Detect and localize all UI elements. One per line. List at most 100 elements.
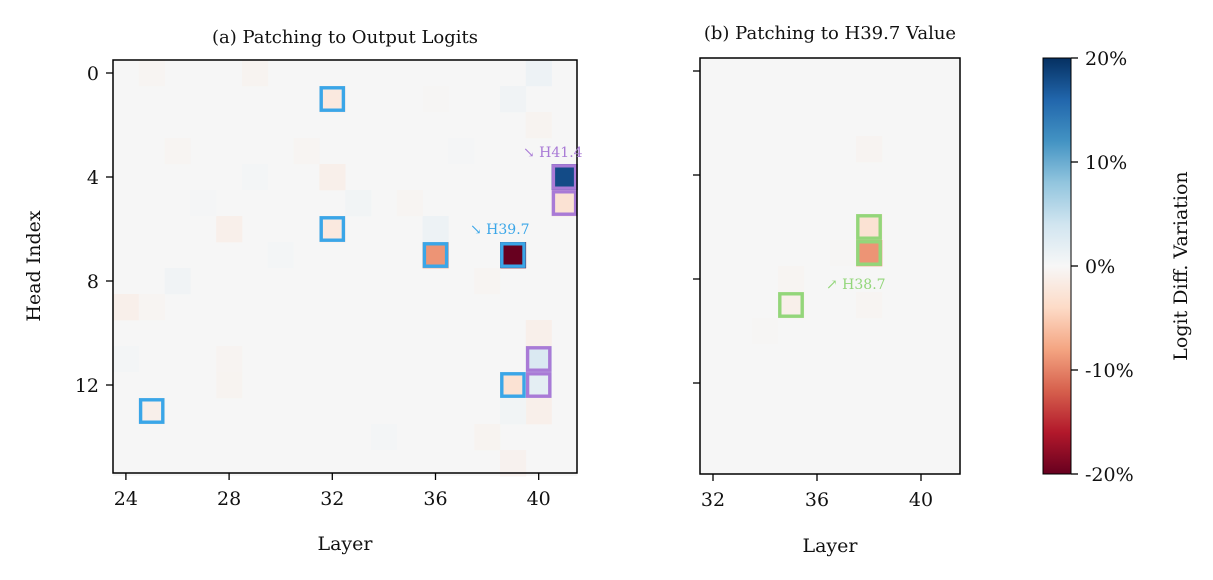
heatmap-cell bbox=[500, 450, 527, 477]
heatmap-cell bbox=[216, 346, 243, 373]
heatmap-cell bbox=[856, 136, 883, 163]
heatmap-cell bbox=[500, 398, 527, 425]
panel-b-title: (b) Patching to H39.7 Value bbox=[704, 23, 956, 44]
panel-b-cells bbox=[752, 136, 883, 345]
heatmap-cell bbox=[396, 190, 423, 217]
x-tick-label: 32 bbox=[320, 488, 344, 510]
colorbar-tick-label: 20% bbox=[1085, 48, 1127, 70]
heatmap-cell bbox=[551, 164, 578, 191]
panel-b-y-ticks bbox=[693, 70, 700, 384]
colorbar-tick-label: -20% bbox=[1085, 464, 1134, 486]
heatmap-cell bbox=[422, 86, 449, 113]
colorbar-tick-label: 0% bbox=[1085, 256, 1115, 278]
highlight-box-blue bbox=[500, 242, 526, 268]
x-tick-label: 36 bbox=[423, 488, 447, 510]
x-tick-label: 24 bbox=[114, 488, 138, 510]
heatmap-cell bbox=[113, 346, 140, 373]
panel-a-title: (a) Patching to Output Logits bbox=[212, 27, 478, 48]
heatmap-cell bbox=[500, 372, 527, 399]
colorbar-label: Logit Diff. Variation bbox=[1170, 171, 1192, 360]
heatmap-cell bbox=[778, 292, 805, 319]
highlight-box-green bbox=[856, 214, 882, 240]
heatmap-cell bbox=[525, 346, 552, 373]
heatmap-cell bbox=[830, 240, 857, 267]
heatmap-cell bbox=[319, 86, 346, 113]
annotation-h41-4: ↘ H41.4 bbox=[523, 145, 583, 161]
heatmap-cell bbox=[242, 164, 269, 191]
x-tick-label: 36 bbox=[805, 489, 829, 511]
heatmap-cell bbox=[293, 138, 320, 165]
highlight-box-green bbox=[778, 292, 804, 318]
heatmap-cell bbox=[216, 372, 243, 399]
heatmap-cell bbox=[525, 112, 552, 139]
heatmap-cell bbox=[138, 294, 165, 321]
heatmap-cell bbox=[752, 318, 779, 345]
heatmap-cell bbox=[422, 216, 449, 243]
y-tick-label: 8 bbox=[87, 271, 99, 293]
highlight-box-blue bbox=[138, 398, 165, 424]
heatmap-cell bbox=[113, 294, 140, 321]
colorbar-tick-label: 10% bbox=[1085, 152, 1127, 174]
highlight-box-blue bbox=[422, 242, 449, 268]
heatmap-cell bbox=[319, 216, 346, 243]
heatmap-cell bbox=[551, 190, 578, 217]
heatmap-cell bbox=[856, 214, 883, 241]
x-tick-label: 40 bbox=[527, 488, 551, 510]
heatmap-cell bbox=[242, 60, 269, 87]
panel-b-x-ticks: 32 36 40 bbox=[701, 474, 933, 511]
panel-b-highlights bbox=[778, 214, 882, 318]
heatmap-cell bbox=[500, 86, 527, 113]
panel-b-frame bbox=[699, 57, 961, 475]
heatmap-cell bbox=[448, 138, 475, 165]
highlight-box-purple bbox=[525, 346, 552, 372]
heatmap-cell bbox=[500, 242, 527, 269]
highlight-box-purple bbox=[551, 164, 578, 190]
heatmap-cell bbox=[138, 60, 165, 87]
heatmap-cell bbox=[319, 164, 346, 191]
annotation-h39-7: ↘ H39.7 bbox=[470, 222, 530, 238]
panel-b: (b) Patching to H39.7 Value 32 36 40 Layer… bbox=[693, 23, 961, 557]
heatmap-cell bbox=[164, 268, 191, 295]
heatmap-cell bbox=[422, 242, 449, 269]
heatmap-cell bbox=[371, 424, 398, 451]
colorbar-ticks: 20% 10% 0% -10% -20% bbox=[1071, 48, 1134, 486]
heatmap-cell bbox=[525, 398, 552, 425]
panel-a: (a) Patching to Output Logits 24 28 32 36 40… bbox=[23, 27, 583, 555]
highlight-box-green bbox=[856, 240, 882, 266]
x-tick-label: 32 bbox=[701, 489, 725, 511]
annotation-h38-7: ↗ H38.7 bbox=[826, 277, 886, 293]
panel-a-frame bbox=[112, 59, 578, 474]
heatmap-cell bbox=[216, 216, 243, 243]
heatmap-cell bbox=[267, 242, 294, 269]
panel-a-y-ticks: 0 4 8 12 bbox=[75, 63, 113, 397]
heatmap-cell bbox=[525, 60, 552, 87]
heatmap-cell bbox=[856, 240, 883, 267]
heatmap-cell bbox=[525, 320, 552, 347]
heatmap-cell bbox=[138, 398, 165, 425]
highlight-box-blue bbox=[319, 86, 346, 112]
heatmap-cell bbox=[190, 190, 217, 217]
highlight-box-purple bbox=[551, 190, 578, 216]
x-tick-label: 28 bbox=[217, 488, 241, 510]
heatmap-cell bbox=[525, 372, 552, 399]
y-tick-label: 4 bbox=[87, 167, 99, 189]
colorbar-tick-label: -10% bbox=[1085, 360, 1134, 382]
heatmap-cell bbox=[856, 292, 883, 319]
x-tick-label: 40 bbox=[909, 489, 933, 511]
y-tick-label: 0 bbox=[87, 63, 99, 85]
heatmap-cell bbox=[474, 424, 501, 451]
colorbar-gradient bbox=[1042, 57, 1072, 475]
heatmap-cell bbox=[164, 138, 191, 165]
panel-b-xlabel: Layer bbox=[802, 535, 858, 557]
panel-a-ylabel: Head Index bbox=[23, 210, 45, 321]
highlight-box-blue bbox=[319, 216, 346, 242]
panel-a-x-ticks: 24 28 32 36 40 bbox=[114, 473, 551, 510]
highlight-box-blue bbox=[500, 372, 526, 398]
panel-a-cells bbox=[113, 60, 578, 477]
y-tick-label: 12 bbox=[75, 375, 99, 397]
heatmap-cell bbox=[474, 268, 501, 295]
highlight-box-purple bbox=[525, 372, 552, 398]
colorbar: 20% 10% 0% -10% -20% Logit Diff. Variation bbox=[1042, 48, 1192, 486]
heatmap-cell bbox=[778, 266, 805, 293]
